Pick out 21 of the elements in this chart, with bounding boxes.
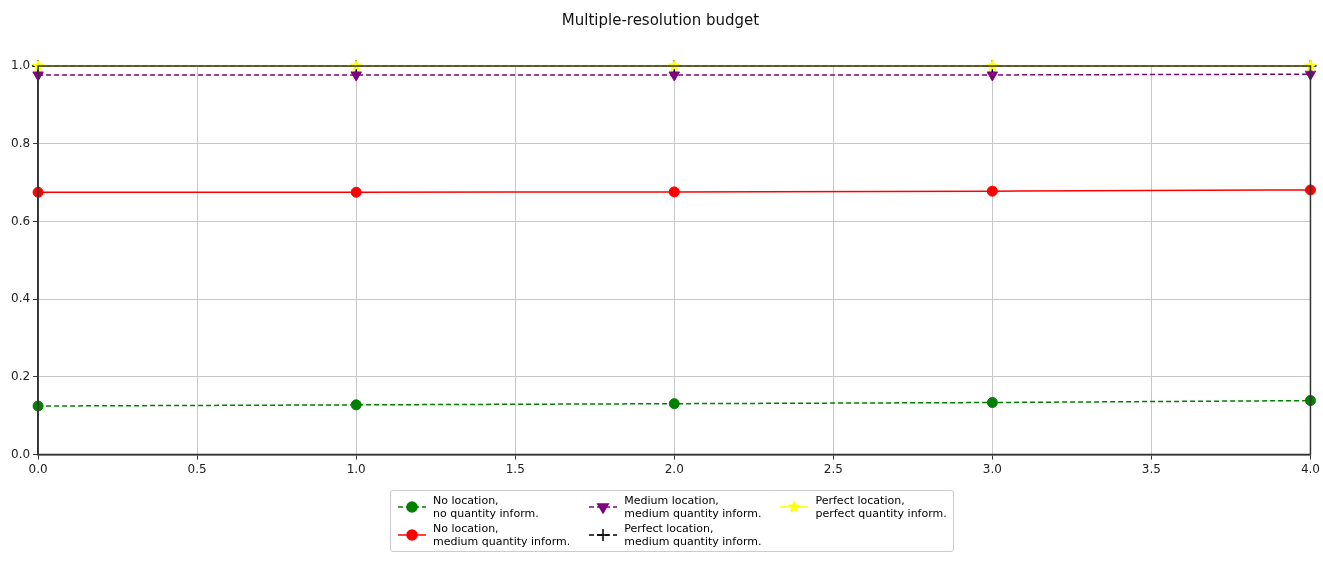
x-tick-label: 2.5 bbox=[823, 461, 843, 476]
legend-label: No location, no quantity inform. bbox=[433, 494, 539, 520]
legend-label: Perfect location, medium quantity inform. bbox=[624, 522, 762, 548]
x-tick-label: 3.5 bbox=[1141, 461, 1161, 476]
y-tick-label: 0.4 bbox=[10, 291, 31, 306]
y-tick-label: 0.0 bbox=[10, 446, 31, 461]
legend-label: Perfect location, perfect quantity inform. bbox=[815, 494, 947, 520]
x-tick-label: 2.0 bbox=[664, 461, 684, 476]
y-tick-label: 1.0 bbox=[10, 58, 31, 73]
x-tick-label: 0.0 bbox=[28, 461, 48, 476]
y-tick-label: 0.6 bbox=[10, 213, 31, 228]
chart-title: Multiple-resolution budget bbox=[561, 10, 760, 29]
x-tick-label: 4.0 bbox=[1300, 461, 1320, 476]
y-tick-label: 0.8 bbox=[10, 135, 31, 150]
legend-label: Medium location, medium quantity inform. bbox=[624, 494, 762, 520]
x-tick-label: 1.0 bbox=[346, 461, 366, 476]
x-tick-label: 1.5 bbox=[505, 461, 525, 476]
legend-label: No location, medium quantity inform. bbox=[433, 522, 571, 548]
x-tick-label: 0.5 bbox=[187, 461, 207, 476]
x-tick-label: 3.0 bbox=[982, 461, 1002, 476]
y-tick-label: 0.2 bbox=[10, 369, 31, 384]
